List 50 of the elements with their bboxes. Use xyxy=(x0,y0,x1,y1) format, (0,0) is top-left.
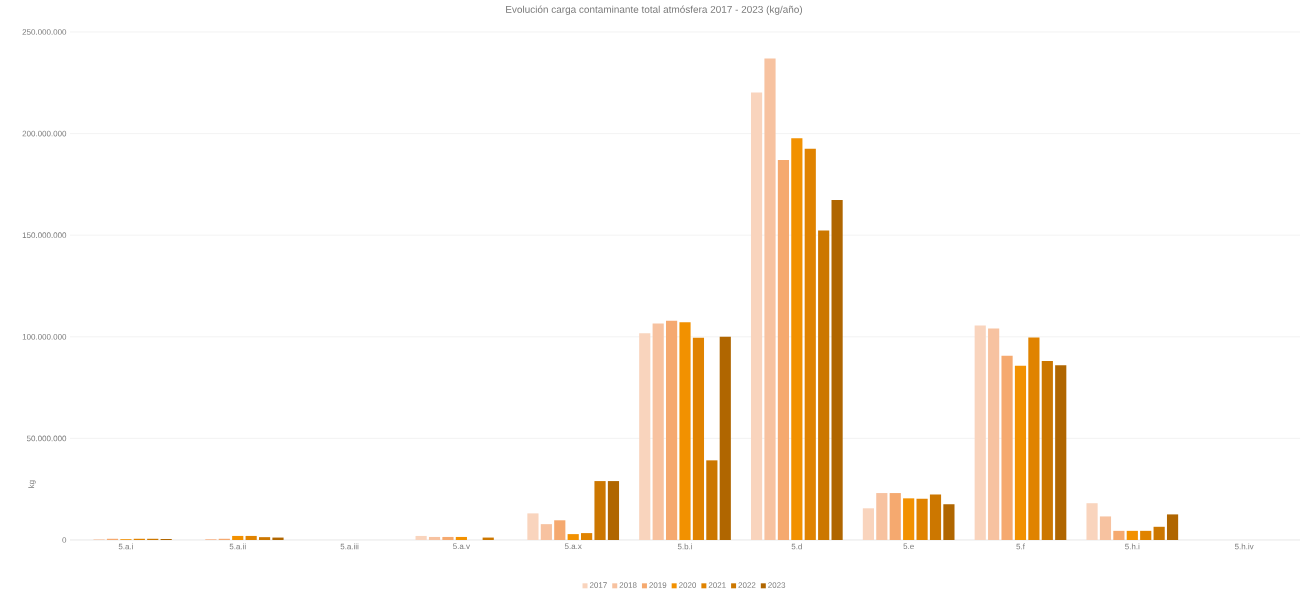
bar xyxy=(1041,360,1053,540)
bar xyxy=(540,524,552,540)
bar xyxy=(1055,365,1067,540)
bar xyxy=(652,323,664,540)
bar xyxy=(692,337,705,540)
bar xyxy=(442,536,454,540)
bar xyxy=(777,159,790,540)
bar xyxy=(719,336,731,540)
bar xyxy=(245,535,257,540)
bar xyxy=(1014,365,1027,540)
bar xyxy=(415,535,427,540)
bar xyxy=(929,494,942,540)
bar xyxy=(706,460,718,540)
bar xyxy=(232,535,244,540)
bar xyxy=(554,520,566,540)
bar xyxy=(862,508,874,540)
bar xyxy=(988,328,1000,540)
bar xyxy=(974,325,986,540)
bar xyxy=(764,58,776,540)
bar xyxy=(804,148,816,540)
bar xyxy=(1140,530,1152,540)
bar xyxy=(1028,337,1040,540)
bar xyxy=(750,92,763,540)
bar xyxy=(1001,355,1013,540)
bar xyxy=(428,536,441,540)
bar xyxy=(831,199,843,540)
bar xyxy=(258,537,271,540)
bar xyxy=(455,536,467,540)
bar xyxy=(594,480,606,540)
bar xyxy=(943,504,955,540)
bar xyxy=(1166,514,1179,540)
bar xyxy=(567,533,579,540)
bar xyxy=(639,333,651,540)
bar xyxy=(1099,516,1112,540)
bar xyxy=(1153,526,1165,540)
bar xyxy=(876,492,888,540)
bar xyxy=(666,320,678,540)
chart-title: Evolución carga contaminante total atmósfera 2017 - 2023 (kg/año) xyxy=(506,5,803,15)
bar xyxy=(1113,530,1125,540)
bar xyxy=(679,322,691,540)
bar xyxy=(889,492,901,540)
bar xyxy=(1126,530,1138,540)
bar xyxy=(607,480,620,540)
bar xyxy=(791,138,803,540)
bar xyxy=(916,498,928,540)
bar xyxy=(527,513,539,540)
bar xyxy=(1086,503,1098,540)
bar xyxy=(818,230,830,540)
bar xyxy=(903,498,915,540)
bar xyxy=(581,532,593,540)
